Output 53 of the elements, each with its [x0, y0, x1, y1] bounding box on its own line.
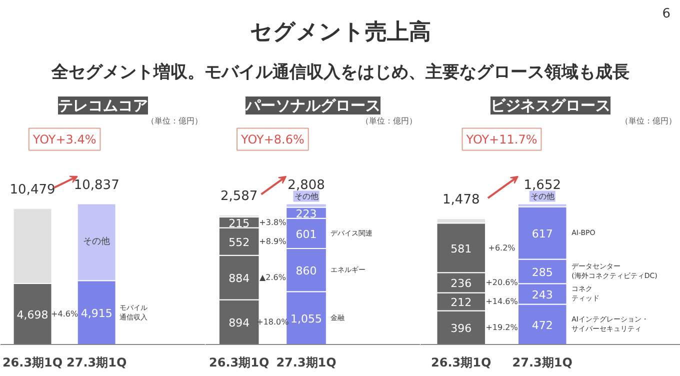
data-label: 472	[532, 318, 553, 332]
annotation: +19.2%	[486, 323, 518, 332]
annotation: +6.2%	[488, 243, 516, 252]
data-label: 4,698	[16, 308, 48, 322]
series-label: その他	[294, 192, 318, 201]
data-label: 215	[228, 216, 250, 230]
data-label: 4,915	[80, 307, 112, 320]
text: 6	[662, 6, 671, 22]
total-label: 1,652	[524, 178, 561, 193]
x-tick-label: 26.3期1Q	[209, 356, 270, 370]
text: YOY+8.6%	[240, 132, 304, 146]
annotation: ▲2.6%	[259, 273, 286, 282]
text: （単位：億円）	[620, 116, 676, 126]
text: （単位：億円）	[361, 116, 418, 126]
text: YOY+3.4%	[32, 132, 96, 146]
annotation: +14.6%	[486, 297, 518, 306]
total-label: 10,837	[74, 178, 120, 193]
series-label: その他	[83, 236, 110, 248]
annotation: +20.6%	[486, 278, 518, 288]
series-label: その他	[530, 192, 554, 201]
x-tick-label: 27.3期1Q	[512, 356, 572, 370]
data-label: 223	[296, 207, 317, 220]
data-label: 1,055	[290, 312, 322, 326]
x-tick-label: 26.3期1Q	[2, 356, 63, 370]
total-label: 1,478	[442, 192, 480, 208]
annotation: +4.6%	[51, 309, 78, 318]
x-tick-label: 27.3期1Q	[276, 356, 336, 370]
data-label: 894	[228, 316, 250, 330]
text: （単位：億円）	[146, 116, 202, 126]
annotation: +8.9%	[259, 237, 287, 246]
data-label: 285	[532, 266, 553, 279]
data-label: 396	[450, 322, 472, 336]
data-label: 581	[450, 242, 472, 256]
data-label: 552	[228, 236, 250, 250]
x-tick-label: 27.3期1Q	[66, 356, 127, 370]
data-label: 601	[296, 228, 317, 241]
data-label: 236	[450, 277, 472, 290]
chart-title: テレコムコア	[58, 96, 148, 114]
chart-title: パーソナルグロース	[244, 96, 380, 114]
total-label: 2,808	[288, 178, 325, 193]
text: セグメント売上高	[250, 19, 431, 45]
data-label: 243	[532, 288, 553, 302]
x-tick-label: 26.3期1Q	[431, 356, 492, 370]
data-label: 860	[296, 264, 317, 278]
data-label: 884	[228, 272, 250, 286]
text: 全セグメント増収。モバイル通信収入をはじめ、主要なグロース領域も成長	[50, 62, 630, 82]
annotation: +3.8%	[259, 218, 287, 227]
total-label: 10,479	[10, 182, 56, 198]
data-label: 617	[532, 228, 553, 241]
chart-title: ビジネスグロース	[490, 96, 610, 114]
total-label: 2,587	[220, 188, 258, 204]
text: YOY+11.7%	[465, 132, 538, 146]
data-label: 212	[450, 296, 472, 310]
